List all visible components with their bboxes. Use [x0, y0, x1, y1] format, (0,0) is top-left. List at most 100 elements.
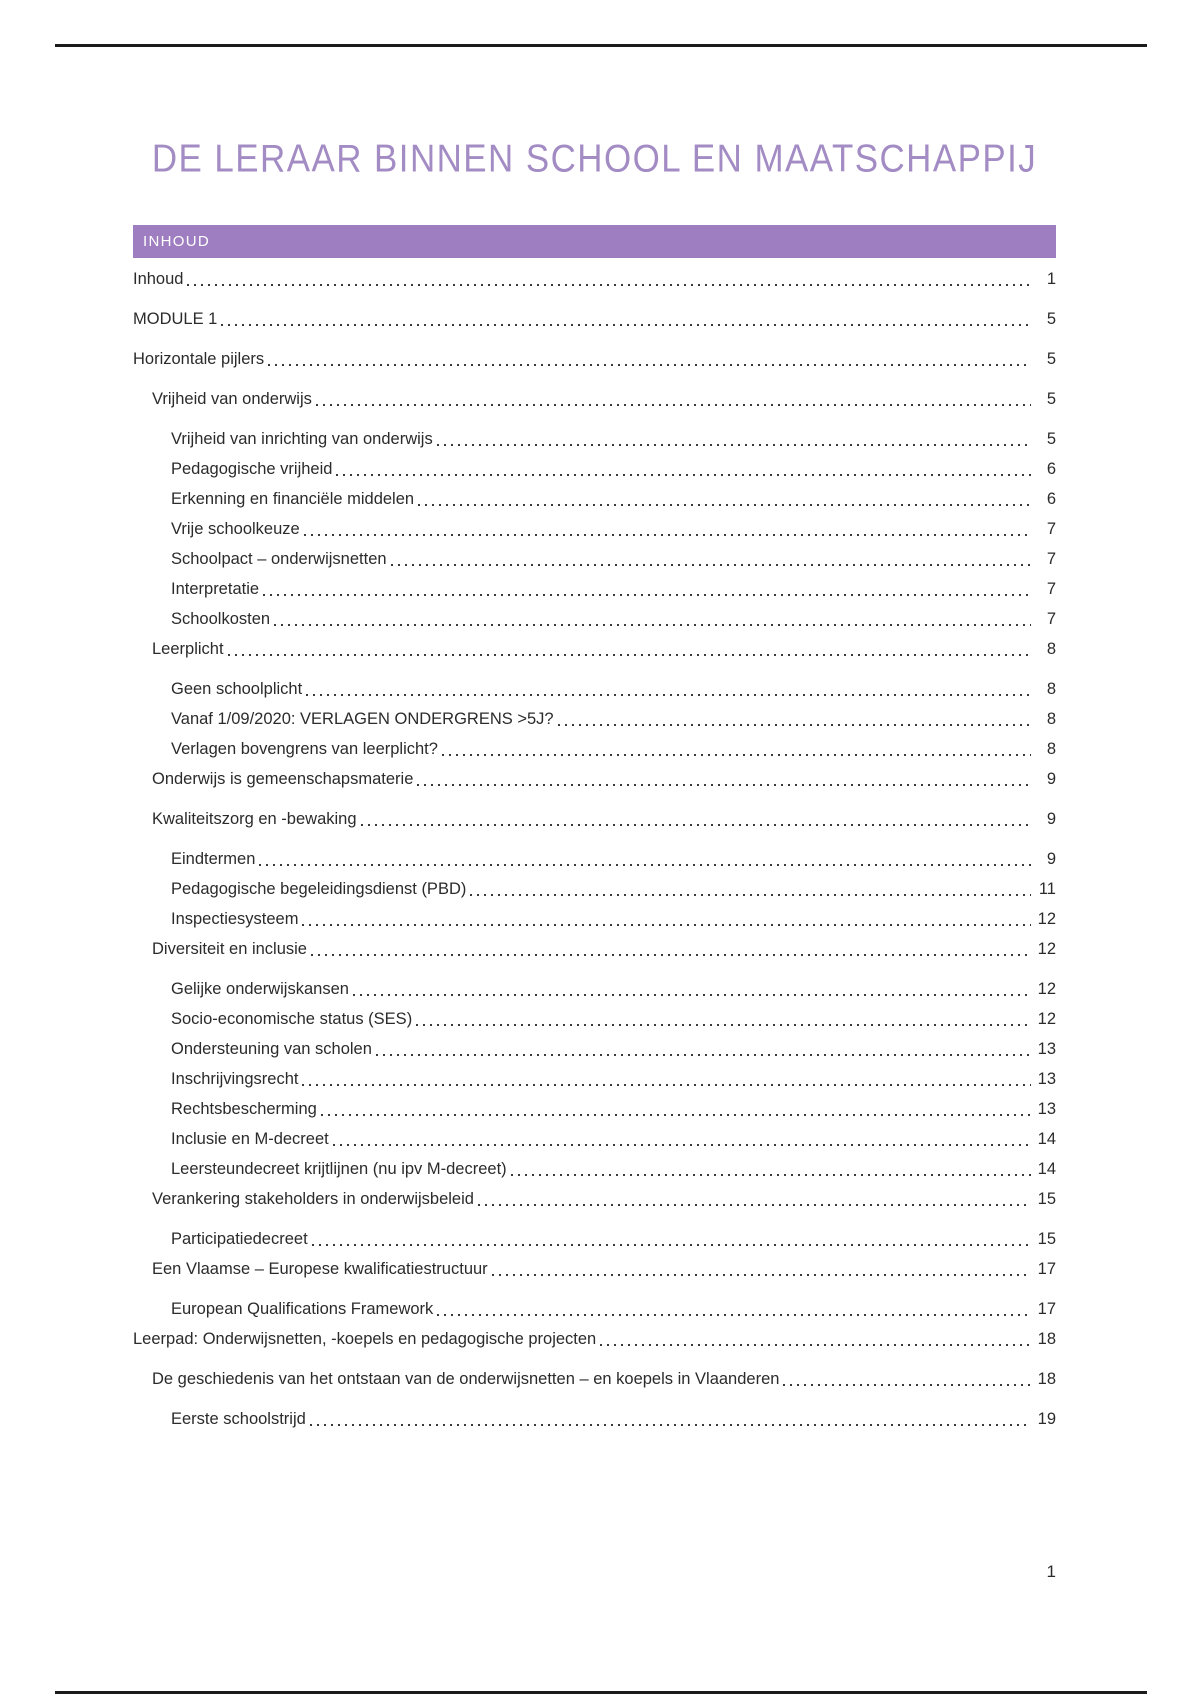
toc-entry-label: Pedagogische vrijheid: [171, 460, 333, 478]
toc-entry-label: Schoolkosten: [171, 610, 271, 628]
toc-entry[interactable]: Diversiteit en inclusie 12: [133, 941, 1056, 958]
bottom-border-rule: [55, 1691, 1147, 1694]
toc-entry-page: 6: [1046, 490, 1056, 508]
toc-entry[interactable]: Eindtermen 9: [133, 851, 1056, 868]
toc-entry[interactable]: European Qualifications Framework 17: [133, 1301, 1056, 1318]
toc-entry[interactable]: Ondersteuning van scholen 13: [133, 1041, 1056, 1058]
toc-entry-label: Leerplicht: [152, 640, 224, 658]
toc-entry[interactable]: Inclusie en M-decreet 14: [133, 1131, 1056, 1148]
toc-entry-label: Inspectiesysteem: [171, 910, 299, 928]
toc-entry-label: MODULE 1: [133, 310, 218, 328]
toc-entry-label: Kwaliteitszorg en -bewaking: [152, 810, 357, 828]
toc-entry[interactable]: MODULE 1 5: [133, 311, 1056, 328]
toc-entry[interactable]: Erkenning en financiële middelen 6: [133, 491, 1056, 508]
toc-entry-label: De geschiedenis van het ontstaan van de …: [152, 1370, 780, 1388]
dot-leader: [309, 1423, 1031, 1426]
toc-entry-label: Pedagogische begeleidingsdienst (PBD): [171, 880, 467, 898]
dot-leader: [274, 623, 1031, 626]
toc-entry-label: Eerste schoolstrijd: [171, 1410, 306, 1428]
toc-entry[interactable]: Verlagen bovengrens van leerplicht? 8: [133, 741, 1056, 758]
toc-entry[interactable]: Inschrijvingsrecht 13: [133, 1071, 1056, 1088]
toc-entry-page: 8: [1046, 680, 1056, 698]
toc-entry[interactable]: Een Vlaamse – Europese kwalificatiestruc…: [133, 1261, 1056, 1278]
dot-leader: [268, 363, 1031, 366]
toc-entry[interactable]: Pedagogische vrijheid 6: [133, 461, 1056, 478]
toc-entry[interactable]: Eerste schoolstrijd 19: [133, 1411, 1056, 1428]
toc-entry-page: 5: [1046, 310, 1056, 328]
toc-header-banner: INHOUD: [133, 225, 1056, 258]
toc-entry-label: Gelijke onderwijskansen: [171, 980, 349, 998]
top-border-rule: [55, 44, 1147, 47]
toc-entry-label: European Qualifications Framework: [171, 1300, 434, 1318]
toc-entry-label: Vrijheid van inrichting van onderwijs: [171, 430, 433, 448]
dot-leader: [311, 1243, 1031, 1246]
dot-leader: [510, 1173, 1031, 1176]
toc-entry-page: 17: [1037, 1300, 1056, 1318]
toc-entry-page: 9: [1046, 810, 1056, 828]
toc-entry[interactable]: Leerpad: Onderwijsnetten, -koepels en pe…: [133, 1331, 1056, 1348]
toc-entry-label: Een Vlaamse – Europese kwalificatiestruc…: [152, 1260, 488, 1278]
dot-leader: [259, 863, 1031, 866]
toc-entry-page: 1: [1046, 270, 1056, 288]
dot-leader: [437, 1313, 1031, 1316]
dot-leader: [227, 653, 1031, 656]
toc-entry-page: 12: [1037, 910, 1056, 928]
toc-entry[interactable]: Participatiedecreet 15: [133, 1231, 1056, 1248]
toc-entry[interactable]: Leerplicht 8: [133, 641, 1056, 658]
toc-entry-label: Vrije schoolkeuze: [171, 520, 300, 538]
dot-leader: [302, 923, 1031, 926]
dot-leader: [491, 1273, 1031, 1276]
toc-entry-label: Onderwijs is gemeenschapsmaterie: [152, 770, 414, 788]
toc-entry[interactable]: Horizontale pijlers 5: [133, 351, 1056, 368]
toc-entry-label: Verankering stakeholders in onderwijsbel…: [152, 1190, 474, 1208]
toc-entry-label: Participatiedecreet: [171, 1230, 308, 1248]
toc-entry[interactable]: Schoolkosten 7: [133, 611, 1056, 628]
toc-entry-page: 14: [1037, 1160, 1056, 1178]
toc-entry[interactable]: Gelijke onderwijskansen 12: [133, 981, 1056, 998]
toc-entry-page: 15: [1037, 1230, 1056, 1248]
toc-entry-label: Ondersteuning van scholen: [171, 1040, 372, 1058]
toc-entry-label: Leersteundecreet krijtlijnen (nu ipv M-d…: [171, 1160, 507, 1178]
toc-entry-label: Horizontale pijlers: [133, 350, 265, 368]
toc-entry[interactable]: Onderwijs is gemeenschapsmaterie 9: [133, 771, 1056, 788]
toc-entry[interactable]: De geschiedenis van het ontstaan van de …: [133, 1371, 1056, 1388]
dot-leader: [315, 403, 1031, 406]
toc-entry[interactable]: Leersteundecreet krijtlijnen (nu ipv M-d…: [133, 1161, 1056, 1178]
dot-leader: [303, 533, 1031, 536]
toc-entry[interactable]: Schoolpact – onderwijsnetten 7: [133, 551, 1056, 568]
toc-entry[interactable]: Rechtsbescherming 13: [133, 1101, 1056, 1118]
dot-leader: [352, 993, 1031, 996]
dot-leader: [416, 1023, 1031, 1026]
toc-header-label: INHOUD: [143, 233, 210, 250]
toc-entry-page: 15: [1037, 1190, 1056, 1208]
toc-entry[interactable]: Vanaf 1/09/2020: VERLAGEN ONDERGRENS >5J…: [133, 711, 1056, 728]
toc-entry[interactable]: Socio-economische status (SES) 12: [133, 1011, 1056, 1028]
dot-leader: [187, 283, 1031, 286]
toc-entry-page: 9: [1046, 770, 1056, 788]
toc-entry[interactable]: Geen schoolplicht 8: [133, 681, 1056, 698]
toc-entry[interactable]: Vrijheid van onderwijs 5: [133, 391, 1056, 408]
dot-leader: [600, 1343, 1031, 1346]
toc-entry[interactable]: Kwaliteitszorg en -bewaking 9: [133, 811, 1056, 828]
toc-entry[interactable]: Vrije schoolkeuze 7: [133, 521, 1056, 538]
toc-entry-page: 18: [1037, 1370, 1056, 1388]
toc-entry-page: 13: [1037, 1040, 1056, 1058]
toc-entry[interactable]: Verankering stakeholders in onderwijsbel…: [133, 1191, 1056, 1208]
page-title: DE LERAAR BINNEN SCHOOL EN MAATSCHAPPIJ: [151, 136, 1038, 181]
toc-entry[interactable]: Interpretatie 7: [133, 581, 1056, 598]
toc-entry[interactable]: Inhoud 1: [133, 271, 1056, 288]
toc-entry-label: Verlagen bovengrens van leerplicht?: [171, 740, 438, 758]
dot-leader: [306, 693, 1031, 696]
dot-leader: [470, 893, 1031, 896]
dot-leader: [436, 443, 1031, 446]
toc-entry[interactable]: Inspectiesysteem 12: [133, 911, 1056, 928]
toc-entry[interactable]: Vrijheid van inrichting van onderwijs 5: [133, 431, 1056, 448]
dot-leader: [557, 723, 1031, 726]
toc-entry[interactable]: Pedagogische begeleidingsdienst (PBD) 11: [133, 881, 1056, 898]
toc-entry-page: 12: [1037, 940, 1056, 958]
dot-leader: [302, 1083, 1031, 1086]
toc-list: Inhoud 1 MODULE 1 5 Horizontale pijlers …: [133, 258, 1056, 1428]
dot-leader: [477, 1203, 1031, 1206]
dot-leader: [263, 593, 1031, 596]
